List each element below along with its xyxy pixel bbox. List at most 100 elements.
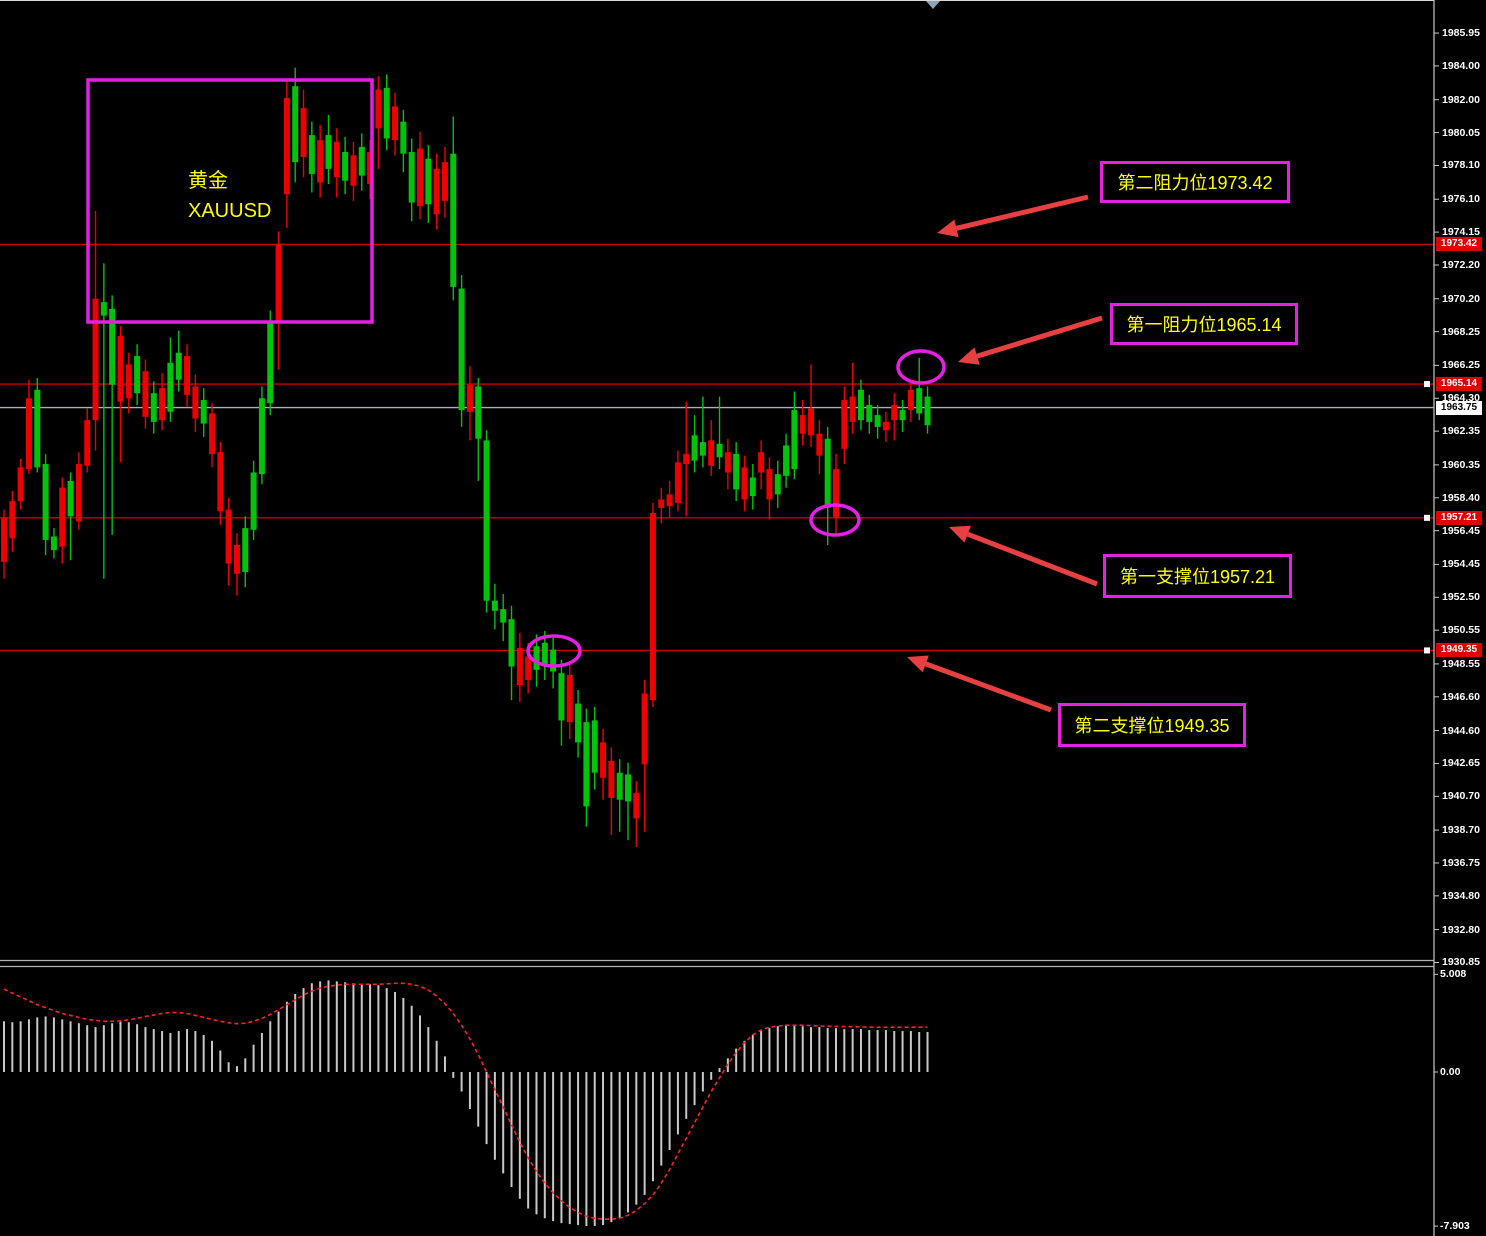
candle-body: [233, 545, 240, 574]
candle-body: [558, 673, 565, 721]
chart-shift-marker-icon: [926, 1, 940, 9]
candle-body: [367, 151, 374, 185]
candle-body: [525, 656, 532, 680]
candle-body: [192, 386, 199, 419]
candle-body: [533, 646, 540, 670]
candle-body: [267, 322, 274, 404]
arrow-head-3[interactable]: [949, 525, 971, 543]
highlight-ellipse-1[interactable]: [896, 349, 946, 385]
candle-body: [458, 288, 465, 411]
candle-body: [17, 467, 24, 502]
candle-body: [283, 98, 290, 195]
candle-body: [691, 435, 698, 461]
candle-body: [317, 140, 324, 183]
candle-body: [857, 389, 864, 421]
candle-body: [649, 512, 656, 701]
candle-body: [25, 398, 32, 470]
candle-body: [741, 467, 748, 500]
candle-body: [749, 477, 756, 497]
label-resistance1[interactable]: 第一阻力位1965.14: [1110, 303, 1298, 345]
candle-body: [242, 528, 249, 572]
candle-body: [167, 362, 174, 412]
candle-body: [658, 499, 665, 508]
candle-body: [891, 405, 898, 421]
candle-body: [34, 389, 41, 468]
candle-body: [400, 121, 407, 154]
candle-body: [882, 421, 889, 431]
symbol-annotation[interactable]: 黄金 XAUUSD: [188, 166, 271, 226]
candle-body: [641, 693, 648, 765]
candle-body: [708, 440, 715, 466]
candle-body: [916, 388, 923, 414]
candle-body: [1, 518, 7, 562]
candle-body: [824, 438, 831, 508]
arrow-head-2[interactable]: [958, 347, 980, 365]
candle-body: [550, 649, 557, 672]
candle-body: [59, 487, 66, 547]
candle-body: [475, 386, 482, 439]
candle-body: [300, 108, 307, 158]
candle-body: [733, 453, 740, 490]
candle-body: [408, 151, 415, 203]
candle-body: [450, 153, 457, 287]
candle-body: [333, 141, 340, 178]
candle-body: [441, 162, 448, 201]
candle-body: [683, 453, 690, 465]
candle-body: [924, 396, 931, 426]
candle-body: [508, 619, 515, 667]
candle-body: [716, 443, 723, 458]
arrow-shaft-2[interactable]: [976, 315, 1103, 359]
candle-body: [766, 469, 773, 500]
arrow-shaft-4[interactable]: [924, 661, 1052, 713]
candle-body: [608, 760, 615, 799]
candle-body: [125, 364, 132, 399]
candle-body: [699, 442, 706, 456]
arrow-head-1[interactable]: [937, 219, 959, 238]
candle-body: [849, 396, 856, 422]
candle-body: [466, 384, 473, 412]
candle-body: [75, 464, 82, 522]
candle-body: [583, 722, 590, 807]
candle-body: [292, 86, 299, 163]
candle-body: [159, 388, 166, 421]
candle-body: [383, 87, 390, 139]
candle-body: [417, 148, 423, 206]
label-support2[interactable]: 第二支撑位1949.35: [1058, 703, 1246, 747]
candle-body: [392, 106, 399, 141]
candle-body: [184, 356, 191, 395]
highlight-rectangle[interactable]: [86, 78, 374, 324]
candle-body: [134, 356, 141, 394]
candle-body: [275, 244, 282, 323]
label-resistance2[interactable]: 第二阻力位1973.42: [1100, 161, 1290, 203]
candle-body: [350, 155, 357, 186]
candle-body: [500, 609, 507, 623]
highlight-ellipse-3[interactable]: [526, 634, 582, 668]
highlight-ellipse-2[interactable]: [809, 503, 861, 537]
symbol-annotation-line1: 黄金: [188, 170, 228, 192]
candle-body: [541, 642, 548, 665]
candle-body: [483, 440, 490, 601]
candle-body: [841, 399, 848, 449]
candle-body: [808, 408, 815, 436]
arrow-shaft-1[interactable]: [955, 194, 1089, 231]
candle-body: [9, 501, 16, 539]
candle-body: [258, 398, 265, 475]
candle-body: [217, 452, 224, 512]
candle-body: [833, 469, 839, 519]
candle-body: [100, 302, 107, 316]
candle-body: [783, 445, 790, 476]
label-support1[interactable]: 第一支撑位1957.21: [1103, 554, 1292, 598]
candle-body: [899, 410, 906, 421]
candle-body: [425, 158, 432, 205]
arrow-shaft-3[interactable]: [966, 531, 1098, 587]
candle-body: [358, 146, 365, 176]
candle-body: [117, 335, 124, 402]
arrow-head-4[interactable]: [907, 655, 929, 673]
macd-signal-line: [3, 982, 928, 1221]
candle-body: [433, 168, 440, 215]
candle-body: [491, 600, 498, 611]
candle-body: [666, 494, 673, 507]
candle-body: [907, 389, 914, 411]
